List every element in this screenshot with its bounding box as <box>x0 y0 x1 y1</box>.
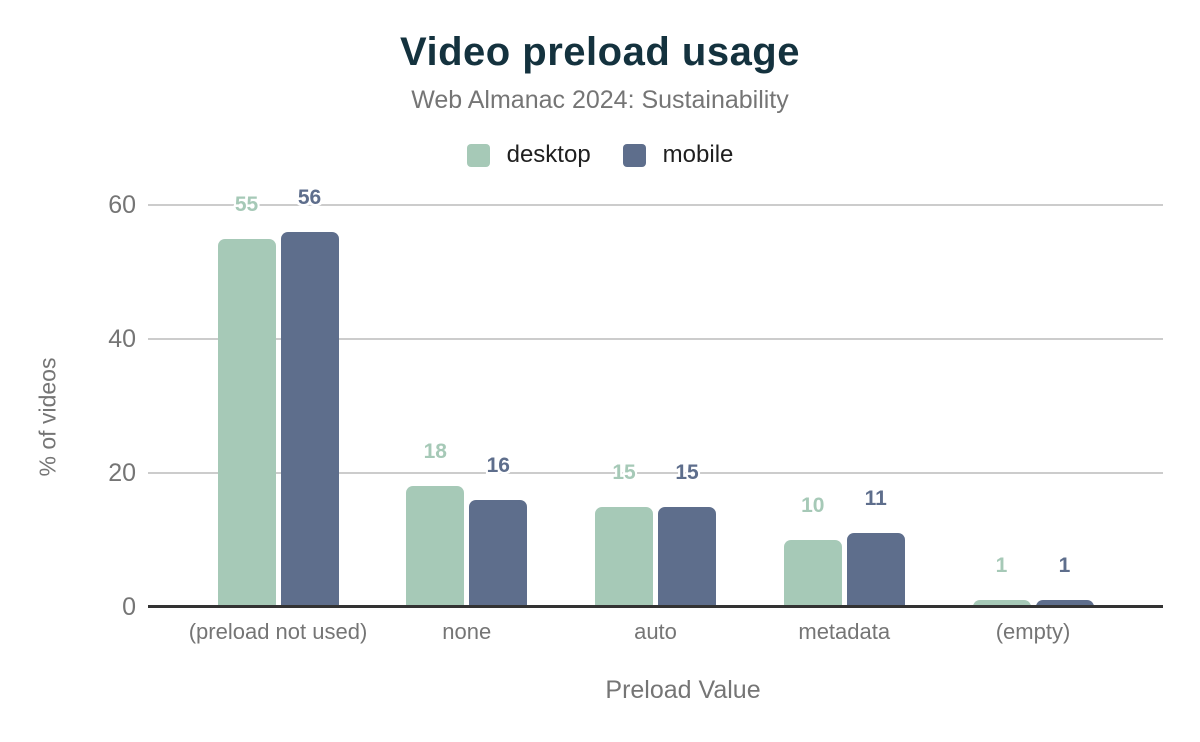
bar-desktop-metadata <box>783 540 842 607</box>
x-axis-title: Preload Value <box>605 676 761 704</box>
bar-desktop-auto <box>595 506 653 607</box>
y-tick-label-40: 40 <box>108 325 136 353</box>
x-category-label-empty: (empty) <box>995 619 1071 644</box>
bar-desktop-preload-not-used <box>217 238 276 607</box>
bar-value-label-desktop-empty: 1 <box>995 554 1008 578</box>
bar-value-label-mobile-metadata: 11 <box>864 487 887 511</box>
bar-value-label-desktop-preload-not-used: 55 <box>234 192 259 216</box>
x-category-label-metadata: metadata <box>798 619 891 644</box>
y-tick-label-20: 20 <box>108 459 136 487</box>
bar-value-label-mobile-none: 16 <box>486 453 510 477</box>
y-tick-label-0: 0 <box>122 593 136 621</box>
legend-swatch-icon-mobile <box>622 143 646 167</box>
plot-area: 0 20 40 60 55 56 (preload not used) 18 16 none 15 1… <box>108 186 1163 644</box>
gridline-40 <box>148 338 1163 340</box>
bar-mobile-none <box>469 499 528 607</box>
x-category-label-preload-not-used: (preload not used) <box>188 619 368 644</box>
bar-value-label-mobile-auto: 15 <box>675 460 699 484</box>
y-axis-title: % of videos <box>34 357 61 477</box>
gridline-20 <box>148 472 1163 474</box>
bar-value-label-mobile-preload-not-used: 56 <box>297 185 322 209</box>
legend-label-desktop: desktop <box>506 141 591 168</box>
bar-desktop-empty <box>972 600 1031 607</box>
x-category-label-auto: auto <box>634 619 677 644</box>
legend: desktop mobile <box>0 141 1200 169</box>
bar-value-label-desktop-auto: 15 <box>612 460 636 484</box>
x-axis-baseline <box>148 605 1163 608</box>
bar-mobile-auto <box>658 506 716 607</box>
legend-item-desktop: desktop <box>466 141 591 169</box>
chart-subtitle: Web Almanac 2024: Sustainability <box>411 86 789 114</box>
bar-value-label-mobile-empty: 1 <box>1058 554 1071 578</box>
bar-value-label-desktop-metadata: 10 <box>801 494 825 517</box>
legend-label-mobile: mobile <box>662 141 734 168</box>
bar-mobile-empty <box>1035 600 1094 607</box>
legend-swatch-icon-desktop <box>466 143 490 167</box>
x-category-label-none: none <box>442 619 492 644</box>
bar-mobile-metadata <box>846 533 905 607</box>
y-tick-label-60: 60 <box>108 191 136 219</box>
bar-desktop-none <box>406 486 465 607</box>
bar-value-label-desktop-none: 18 <box>423 440 447 464</box>
legend-item-mobile: mobile <box>622 141 734 169</box>
gridline-60 <box>148 204 1163 206</box>
chart-title: Video preload usage <box>400 30 800 74</box>
bar-mobile-preload-not-used <box>280 231 339 607</box>
